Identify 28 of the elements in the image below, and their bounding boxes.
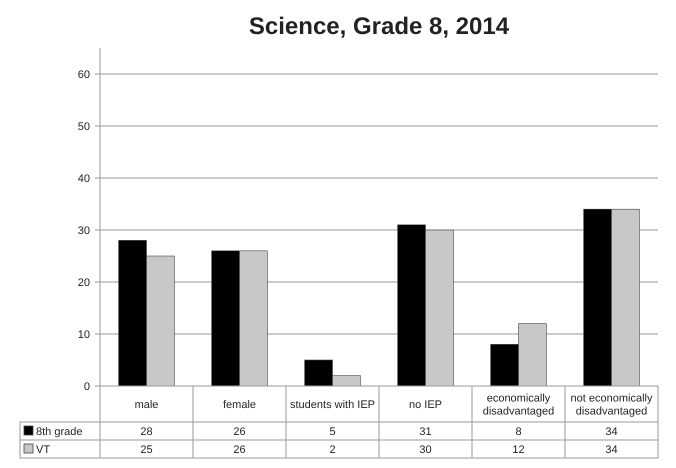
y-tick-label: 60: [78, 68, 90, 81]
x-tick-label: not economically disadvantaged: [570, 392, 653, 418]
x-tick-label: male: [134, 398, 158, 411]
x-tick-label: economically disadvantaged: [482, 392, 554, 418]
y-tick-label: 50: [78, 120, 90, 133]
data-label: 34: [605, 444, 618, 456]
x-tick-label: female: [222, 398, 256, 411]
y-tick-label: 10: [78, 328, 90, 341]
data-label: 8: [515, 426, 522, 438]
data-label: 28: [140, 426, 153, 438]
y-tick-label: 30: [78, 224, 90, 237]
data-label: 25: [140, 444, 153, 456]
data-label: 34: [605, 426, 618, 438]
y-tick-label: 20: [78, 276, 90, 289]
x-tick-label: students with IEP: [290, 398, 375, 411]
data-label: 31: [419, 426, 432, 438]
chart-title: Science, Grade 8, 2014: [248, 13, 510, 40]
legend-label: VT: [36, 444, 50, 456]
y-tick-label: 40: [78, 172, 90, 185]
x-tick-label: no IEP: [408, 398, 442, 411]
data-label: 12: [512, 444, 525, 456]
legend-label: 8th grade: [36, 426, 82, 438]
data-label: 30: [419, 444, 432, 456]
data-label: 5: [329, 426, 336, 438]
data-label: 2: [329, 444, 336, 456]
data-label: 26: [233, 426, 246, 438]
data-label: 26: [233, 444, 246, 456]
y-tick-label: 0: [84, 380, 90, 393]
